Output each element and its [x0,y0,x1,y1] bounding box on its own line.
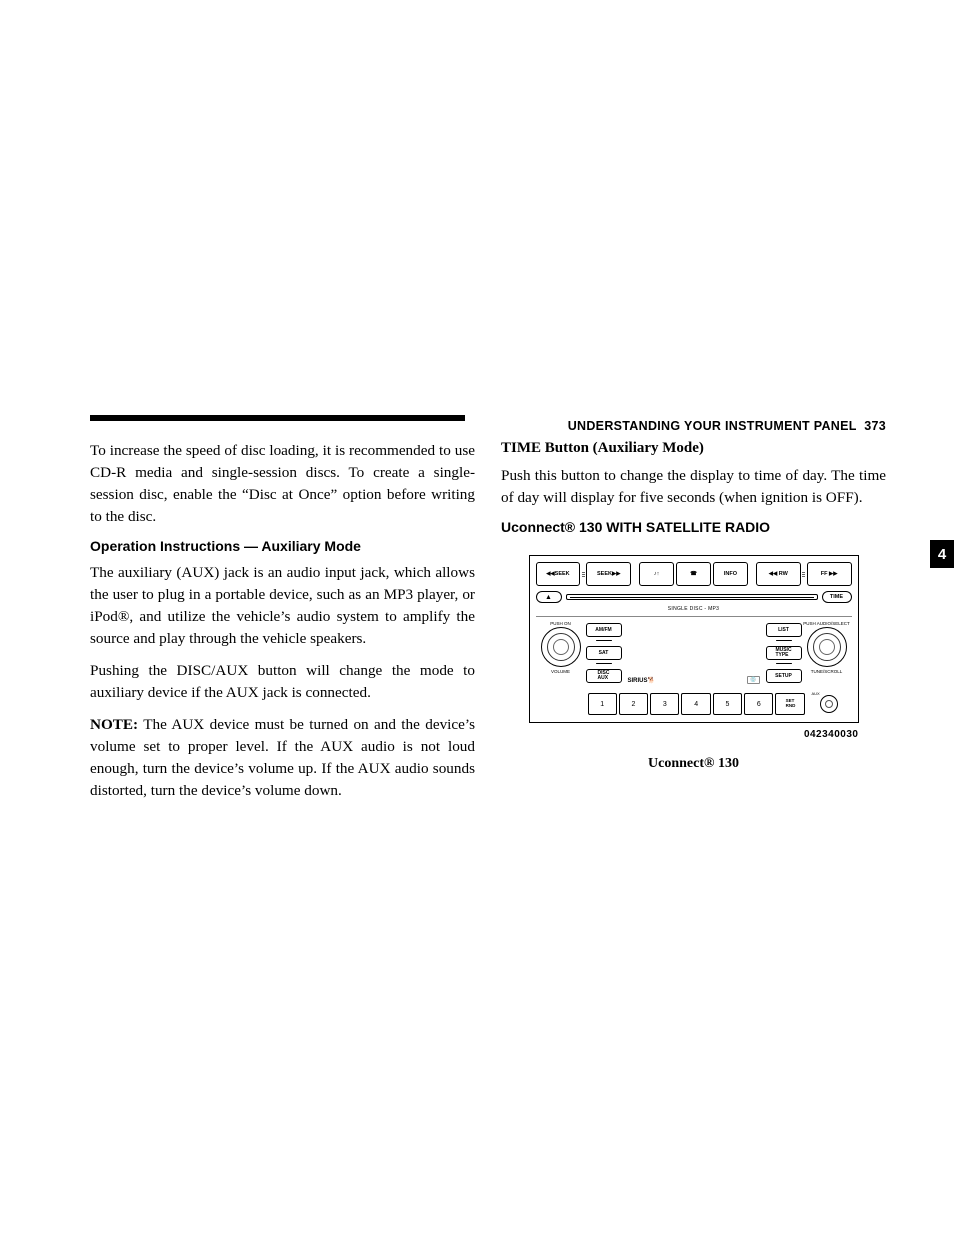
section-heading: Uconnect® 130 WITH SATELLITE RADIO [501,519,886,535]
paragraph: Push this button to change the display t… [501,465,886,509]
display-area: SIRIUS🐕 💿 [626,621,762,688]
right-mid-buttons: LIST MUSIC TYPE SETUP [766,621,802,688]
radio-mid: PUSH ON VOLUME AM/FM SAT DISC AUX SIRIUS… [536,616,852,688]
subheading: TIME Button (Auxiliary Mode) [501,440,886,457]
preset-6: 6 [744,693,773,715]
preset-4: 4 [681,693,710,715]
note-label: NOTE: [90,716,138,733]
music-type-button: MUSIC TYPE [766,646,802,660]
disc-slot [566,594,818,600]
slot-label: SINGLE DISC - MP3 [536,606,852,612]
volume-knob-area: PUSH ON VOLUME [536,621,586,688]
paragraph: To increase the speed of disc loading, i… [90,440,475,528]
header-rule [90,415,465,421]
seek-fwd-button: SEEK▶▶ [586,562,631,586]
preset-row: 1 2 3 4 5 6 SET RND AUX [536,692,852,716]
paragraph: The auxiliary (AUX) jack is an audio inp… [90,562,475,650]
section-tab: 4 [930,540,954,568]
volume-knob-icon [541,627,581,667]
tune-knob-icon [807,627,847,667]
tune-scroll-label: TUNE/SCROLL [811,669,843,674]
disc-slot-row: ▲ TIME [536,590,852,604]
set-rnd-button: SET RND [775,693,805,715]
figure-caption: Uconnect® 130 [529,756,859,772]
preset-1: 1 [588,693,617,715]
preset-3: 3 [650,693,679,715]
sirius-logo: SIRIUS🐕 [628,677,655,684]
preset-5: 5 [713,693,742,715]
left-mid-buttons: AM/FM SAT DISC AUX [586,621,622,688]
content-columns: To increase the speed of disc loading, i… [90,440,886,812]
right-column: TIME Button (Auxiliary Mode) Push this b… [501,440,886,812]
phone-button: ☎ [676,562,711,586]
header-page-number: 373 [864,419,886,433]
info-button: INFO [713,562,748,586]
rw-button: ◀◀ RW [756,562,801,586]
note-paragraph: NOTE: The AUX device must be turned on a… [90,714,475,802]
disc-aux-button: DISC AUX [586,669,622,683]
list-button: LIST [766,623,802,637]
page-header: UNDERSTANDING YOUR INSTRUMENT PANEL 373 [568,419,886,433]
volume-label: VOLUME [551,669,570,674]
sat-button: SAT [586,646,622,660]
aux-label: AUX [811,691,819,696]
left-column: To increase the speed of disc loading, i… [90,440,475,812]
music-button: ♪↑ [639,562,674,586]
eject-button: ▲ [536,591,562,603]
radio-unit: ◀◀SEEK SEEK▶▶ ♪↑ ☎ INFO ◀◀ RW FF ▶▶ ▲ [529,555,859,723]
push-on-label: PUSH ON [550,621,571,626]
push-select-label: PUSH AUDIO/SELECT [803,621,850,626]
setup-button: SETUP [766,669,802,683]
tune-knob-area: PUSH AUDIO/SELECT TUNE/SCROLL [802,621,852,688]
note-text: The AUX device must be turned on and the… [90,716,475,799]
aux-jack-icon [820,695,838,713]
figure-code: 042340030 [529,729,859,740]
radio-figure: ◀◀SEEK SEEK▶▶ ♪↑ ☎ INFO ◀◀ RW FF ▶▶ ▲ [529,555,859,772]
ff-button: FF ▶▶ [807,562,852,586]
header-section-title: UNDERSTANDING YOUR INSTRUMENT PANEL [568,419,857,433]
radio-top-row: ◀◀SEEK SEEK▶▶ ♪↑ ☎ INFO ◀◀ RW FF ▶▶ [536,562,852,586]
amfm-button: AM/FM [586,623,622,637]
paragraph: Pushing the DISC/AUX button will change … [90,660,475,704]
preset-2: 2 [619,693,648,715]
grip-icon [801,562,807,586]
cd-logo-icon: 💿 [747,676,759,684]
aux-port: AUX [807,695,851,713]
subheading: Operation Instructions — Auxiliary Mode [90,538,475,554]
seek-back-button: ◀◀SEEK [536,562,581,586]
time-button: TIME [822,591,852,603]
